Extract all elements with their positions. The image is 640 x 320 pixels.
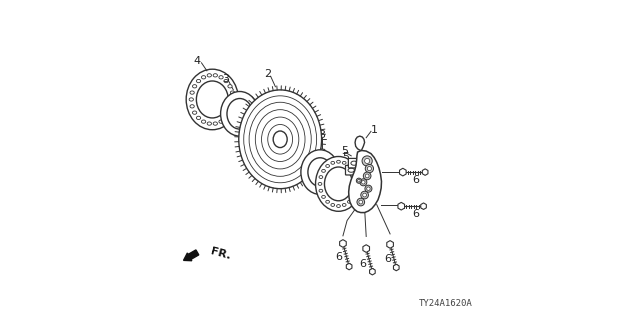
Text: 1: 1 [371, 125, 378, 135]
Text: FR.: FR. [209, 246, 232, 261]
Ellipse shape [362, 156, 372, 166]
Ellipse shape [365, 185, 372, 192]
Ellipse shape [363, 193, 367, 197]
Ellipse shape [331, 161, 335, 164]
Ellipse shape [354, 189, 358, 192]
Polygon shape [346, 263, 352, 270]
Ellipse shape [362, 180, 365, 184]
Ellipse shape [193, 111, 196, 114]
Text: 6: 6 [360, 259, 367, 268]
Text: 6: 6 [335, 252, 342, 262]
Ellipse shape [348, 200, 351, 203]
Polygon shape [420, 203, 426, 210]
FancyArrow shape [184, 250, 199, 261]
Ellipse shape [190, 105, 195, 108]
Ellipse shape [308, 158, 332, 187]
Polygon shape [387, 241, 394, 248]
Ellipse shape [193, 84, 196, 88]
FancyBboxPatch shape [348, 158, 360, 168]
Ellipse shape [202, 76, 205, 79]
Ellipse shape [364, 172, 371, 180]
Ellipse shape [301, 150, 339, 195]
Text: 3: 3 [223, 74, 230, 84]
Ellipse shape [342, 161, 346, 164]
Text: 6: 6 [412, 209, 419, 219]
Ellipse shape [358, 180, 360, 182]
Ellipse shape [354, 176, 358, 179]
Ellipse shape [326, 164, 330, 167]
Polygon shape [398, 202, 404, 210]
Ellipse shape [367, 187, 370, 190]
Text: 5: 5 [342, 152, 349, 163]
Ellipse shape [360, 179, 367, 186]
Ellipse shape [351, 196, 355, 198]
Text: 4: 4 [194, 56, 201, 66]
Ellipse shape [219, 76, 223, 79]
Ellipse shape [365, 174, 369, 178]
Ellipse shape [359, 200, 363, 204]
Ellipse shape [196, 79, 201, 83]
Text: 3: 3 [318, 130, 325, 140]
Ellipse shape [337, 160, 340, 163]
Ellipse shape [196, 116, 201, 120]
Ellipse shape [230, 91, 235, 94]
Ellipse shape [322, 196, 325, 198]
Ellipse shape [365, 158, 370, 164]
Polygon shape [340, 240, 346, 247]
Ellipse shape [324, 167, 353, 201]
FancyBboxPatch shape [346, 165, 357, 175]
Ellipse shape [357, 198, 365, 206]
Polygon shape [422, 169, 428, 175]
Ellipse shape [228, 111, 232, 114]
Ellipse shape [355, 182, 359, 185]
Polygon shape [349, 150, 381, 212]
Ellipse shape [331, 204, 335, 206]
Polygon shape [394, 264, 399, 271]
Ellipse shape [213, 74, 218, 77]
Ellipse shape [319, 176, 323, 179]
Ellipse shape [273, 131, 287, 148]
Ellipse shape [228, 84, 232, 88]
Ellipse shape [224, 116, 228, 120]
Ellipse shape [322, 169, 325, 172]
Ellipse shape [342, 204, 346, 206]
Text: 4: 4 [342, 200, 349, 210]
Ellipse shape [219, 120, 223, 123]
Ellipse shape [202, 120, 205, 123]
Ellipse shape [224, 79, 228, 83]
Ellipse shape [319, 189, 323, 192]
Ellipse shape [365, 164, 374, 173]
Ellipse shape [367, 166, 371, 171]
Ellipse shape [213, 122, 218, 125]
Ellipse shape [337, 204, 340, 207]
Polygon shape [369, 268, 375, 275]
Ellipse shape [196, 81, 228, 118]
Ellipse shape [221, 92, 259, 136]
Polygon shape [355, 136, 365, 150]
Ellipse shape [356, 178, 362, 183]
Ellipse shape [326, 200, 330, 203]
Ellipse shape [231, 98, 236, 101]
Text: 5: 5 [340, 146, 348, 156]
Ellipse shape [190, 91, 195, 94]
Ellipse shape [351, 169, 355, 172]
Ellipse shape [318, 182, 322, 185]
Ellipse shape [186, 69, 239, 130]
Text: 6: 6 [384, 254, 391, 264]
Polygon shape [363, 245, 369, 252]
Text: 6: 6 [412, 175, 419, 185]
Ellipse shape [348, 164, 351, 167]
Ellipse shape [207, 74, 211, 77]
Ellipse shape [316, 156, 362, 211]
Text: TY24A1620A: TY24A1620A [419, 299, 473, 308]
Ellipse shape [230, 105, 235, 108]
Text: 2: 2 [264, 69, 271, 79]
Polygon shape [399, 168, 406, 176]
Ellipse shape [207, 122, 211, 125]
Ellipse shape [189, 98, 193, 101]
Ellipse shape [239, 90, 321, 189]
Ellipse shape [361, 191, 369, 199]
Ellipse shape [227, 99, 252, 129]
